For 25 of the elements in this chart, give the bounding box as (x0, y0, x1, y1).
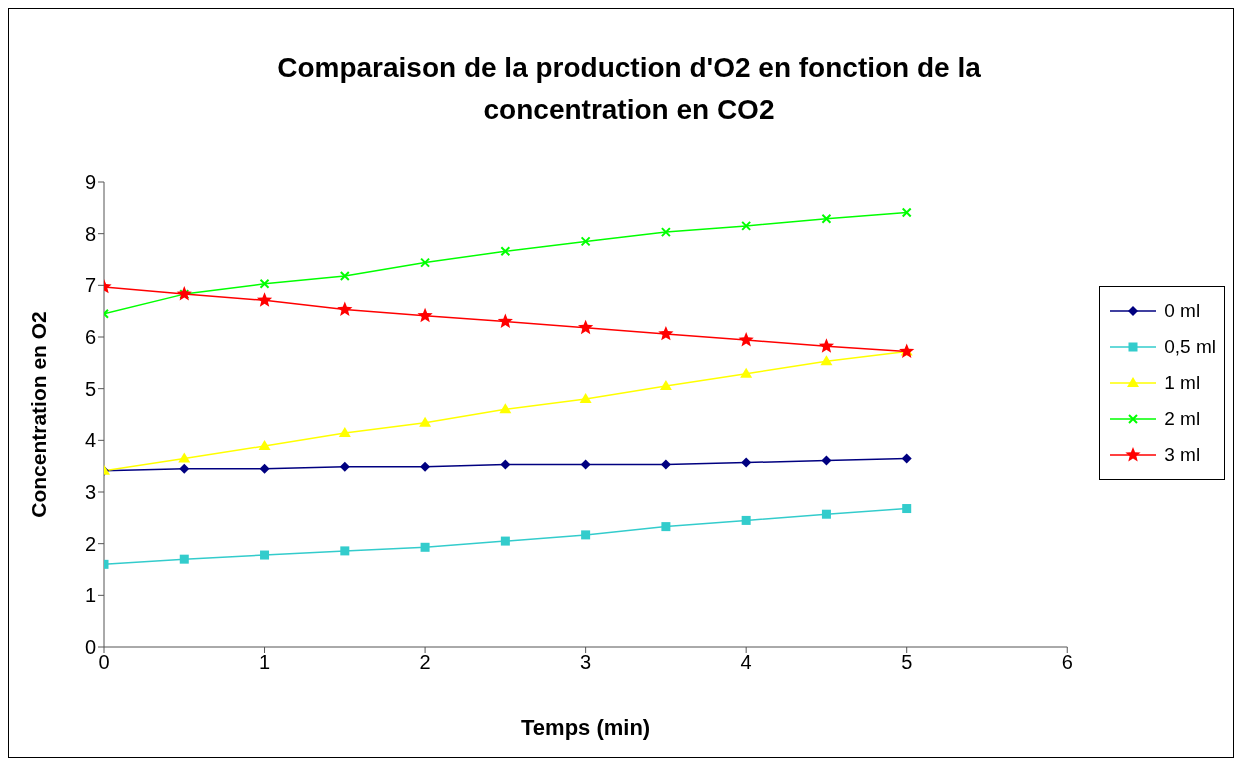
legend-label: 0 ml (1164, 300, 1201, 322)
y-tick-label: 8 (84, 222, 96, 245)
y-tick-label: 2 (84, 532, 96, 555)
x-tick-label: 1 (258, 651, 271, 674)
y-tick-label: 4 (84, 429, 96, 452)
y-tick-label: 5 (84, 377, 96, 400)
x-tick-label: 5 (901, 651, 913, 674)
x-tick-label: 2 (419, 651, 431, 674)
legend-label: 0,5 ml (1164, 336, 1216, 358)
x-tick-label: 0 (98, 651, 110, 674)
x-tick-label: 4 (740, 651, 752, 674)
x-axis-title: Temps (min) (521, 715, 651, 740)
legend-label: 3 ml (1164, 444, 1201, 466)
x-tick-label: 3 (580, 651, 592, 674)
x-tick-label: 6 (1061, 651, 1073, 674)
y-tick-label: 6 (84, 326, 96, 349)
y-tick-label: 9 (84, 171, 96, 194)
legend-label: 1 ml (1164, 372, 1201, 394)
y-tick-label: 3 (84, 481, 96, 504)
chart-title: Comparaison de la production d'O2 en fonction de la concentration en CO2 (276, 51, 982, 127)
y-tick-label: 0 (84, 636, 96, 659)
y-axis-title: Concentration en O2 (27, 311, 51, 518)
y-tick-label: 7 (84, 274, 96, 297)
legend-label: 2 ml (1164, 408, 1201, 430)
y-tick-label: 1 (84, 584, 96, 607)
